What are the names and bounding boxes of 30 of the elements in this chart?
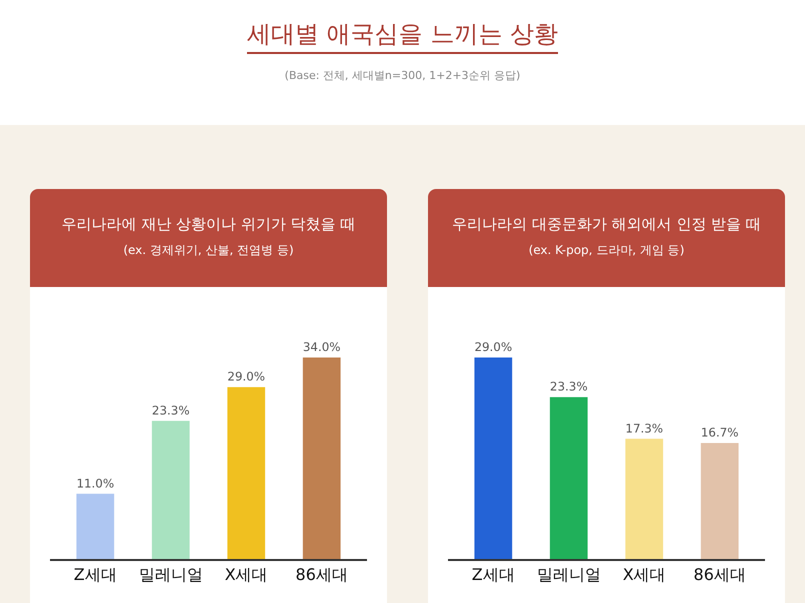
- x-tick-label: 밀레니얼: [536, 565, 601, 584]
- x-tick-label: Z세대: [74, 565, 117, 584]
- chart-title: 우리나라의 대중문화가 해외에서 인정 받을 때: [451, 215, 762, 234]
- chart-subtitle: (ex. 경제위기, 산불, 전염병 등): [122, 242, 295, 259]
- bar: [550, 397, 588, 559]
- x-tick-label: 86세대: [694, 565, 746, 584]
- data-label: 11.0%: [76, 476, 114, 490]
- bar: [152, 420, 190, 559]
- data-label: 23.3%: [152, 403, 190, 418]
- data-label: 29.0%: [227, 370, 266, 384]
- x-tick-label: X세대: [224, 565, 268, 584]
- bar: [474, 357, 512, 559]
- bar: [302, 357, 341, 559]
- bar: [625, 438, 664, 559]
- x-tick-label: Z세대: [472, 565, 515, 584]
- chart-subtitle: (ex. K-pop, 드라마, 게임 등): [528, 242, 686, 259]
- text: 세대별 애국심을 느끼는 상황: [247, 18, 558, 54]
- text: (Base: 전체, 세대별n=300, 1+2+3순위 응답): [284, 68, 522, 83]
- data-label: 17.3%: [625, 421, 664, 436]
- data-label: 16.7%: [700, 425, 739, 440]
- x-tick-label: 밀레니얼: [138, 565, 203, 584]
- data-label: 34.0%: [302, 340, 341, 354]
- data-label: 29.0%: [474, 340, 512, 354]
- bar: [700, 442, 739, 559]
- x-tick-label: X세대: [622, 565, 666, 584]
- bar: [227, 387, 266, 559]
- x-tick-label: 86세대: [296, 565, 348, 584]
- bar: [76, 494, 114, 559]
- data-label: 23.3%: [550, 380, 588, 394]
- chart-title: 우리나라에 재난 상황이나 위기가 닥쳤을 때: [60, 215, 356, 234]
